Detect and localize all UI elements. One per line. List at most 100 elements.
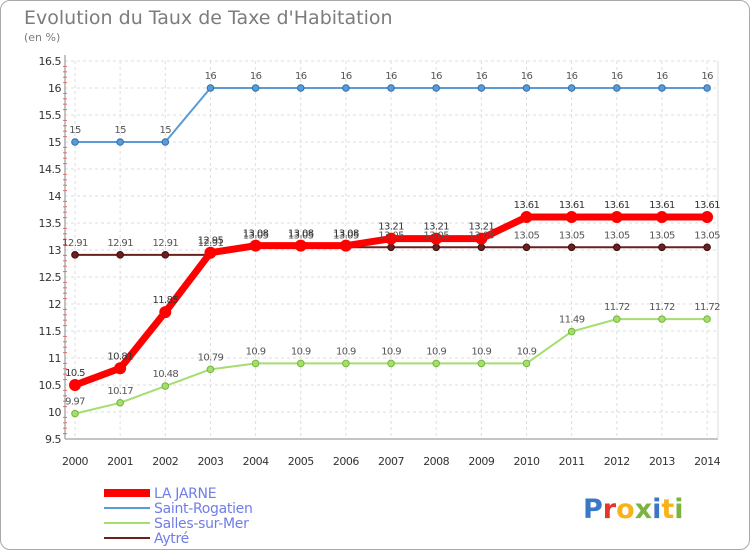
- x-tick-label: 2005: [288, 455, 314, 468]
- point-salles-sur-mer: [342, 359, 350, 368]
- data-label-saint-rogatien: 16: [521, 71, 533, 82]
- data-label-saint-rogatien: 16: [250, 71, 262, 82]
- x-tick-label: 2010: [514, 455, 540, 468]
- data-label-salles-sur-mer: 10.9: [291, 346, 311, 357]
- logo-letter: i: [674, 494, 683, 525]
- point-la-jarne: [610, 211, 623, 224]
- data-label-salles-sur-mer: 11.72: [649, 302, 675, 313]
- point-aytr-: [613, 243, 621, 252]
- data-label-la-jarne: 13.61: [649, 200, 675, 211]
- point-aytr-: [567, 243, 576, 252]
- data-label-la-jarne: 12.95: [198, 236, 224, 247]
- point-la-jarne: [249, 239, 262, 252]
- point-aytr-: [71, 251, 79, 259]
- y-tick-label: 13: [48, 244, 61, 257]
- axes: 9.51010.51111.51212.51313.51414.51515.51…: [39, 55, 721, 468]
- data-label-salles-sur-mer: 10.9: [426, 346, 446, 357]
- data-label-aytr-: 12.91: [107, 238, 133, 249]
- point-salles-sur-mer: [71, 409, 79, 418]
- point-saint-rogatien: [251, 84, 260, 92]
- point-salles-sur-mer: [116, 399, 124, 407]
- x-tick-label: 2000: [62, 455, 88, 468]
- data-label-aytr-: 13.05: [423, 230, 449, 241]
- series-layer: [69, 84, 714, 418]
- data-label-saint-rogatien: 16: [611, 71, 623, 82]
- y-tick-label: 14: [48, 190, 61, 203]
- point-salles-sur-mer: [477, 359, 486, 368]
- y-tick-label: 14.5: [39, 163, 62, 176]
- point-saint-rogatien: [71, 138, 79, 146]
- data-label-salles-sur-mer: 10.9: [517, 346, 537, 357]
- logo-letter: r: [603, 494, 617, 525]
- point-saint-rogatien: [658, 84, 666, 92]
- logo-letter: i: [652, 494, 661, 525]
- point-la-jarne: [565, 211, 578, 224]
- point-la-jarne: [294, 239, 307, 252]
- y-tick-label: 9.5: [45, 433, 61, 446]
- point-saint-rogatien: [703, 84, 711, 92]
- x-tick-label: 2002: [152, 455, 178, 468]
- data-label-saint-rogatien: 16: [656, 71, 668, 82]
- data-labels: 15 15 15 16 16 16 16 16 16 16 16 16 16 16 16 9.97 10.17 1…: [62, 71, 721, 408]
- data-label-saint-rogatien: 16: [295, 71, 307, 82]
- y-tick-label: 10: [48, 406, 61, 419]
- point-la-jarne: [339, 239, 352, 252]
- data-label-saint-rogatien: 16: [385, 71, 397, 82]
- y-tick-label: 13.5: [39, 217, 62, 230]
- point-la-jarne: [475, 232, 488, 245]
- data-label-la-jarne: 13.61: [514, 200, 540, 211]
- x-tick-label: 2001: [107, 455, 133, 468]
- point-aytr-: [703, 243, 711, 252]
- data-label-la-jarne: 13.21: [378, 222, 404, 233]
- point-salles-sur-mer: [387, 359, 395, 368]
- data-label-aytr-: 13.05: [649, 230, 675, 241]
- point-saint-rogatien: [161, 138, 170, 146]
- data-label-la-jarne: 13.08: [333, 229, 359, 240]
- data-label-saint-rogatien: 16: [566, 71, 578, 82]
- point-saint-rogatien: [432, 84, 441, 92]
- data-label-aytr-: 13.05: [469, 230, 495, 241]
- point-salles-sur-mer: [567, 327, 576, 336]
- y-tick-label: 16.5: [39, 55, 62, 68]
- point-saint-rogatien: [342, 84, 350, 92]
- point-aytr-: [477, 243, 486, 252]
- data-label-salles-sur-mer: 11.72: [604, 302, 630, 313]
- logo-letter: P: [583, 494, 603, 525]
- data-label-la-jarne: 10.5: [65, 368, 85, 379]
- point-salles-sur-mer: [522, 359, 531, 368]
- point-salles-sur-mer: [206, 365, 215, 374]
- data-label-la-jarne: 13.21: [469, 222, 495, 233]
- point-aytr-: [387, 243, 395, 252]
- point-la-jarne: [69, 379, 81, 391]
- data-label-aytr-: 13.05: [514, 230, 540, 241]
- data-label-salles-sur-mer: 10.79: [198, 352, 224, 363]
- data-label-aytr-: 12.91: [152, 238, 178, 249]
- y-tick-label: 12: [48, 298, 61, 311]
- data-label-saint-rogatien: 16: [340, 71, 352, 82]
- data-label-la-jarne: 13.08: [288, 229, 314, 240]
- point-la-jarne: [701, 211, 714, 224]
- x-tick-label: 2014: [694, 455, 720, 468]
- point-aytr-: [432, 243, 441, 252]
- point-la-jarne: [655, 211, 668, 224]
- proxiti-logo: Proxiti: [583, 494, 684, 525]
- point-salles-sur-mer: [703, 315, 711, 323]
- logo-letter: t: [661, 494, 674, 525]
- point-salles-sur-mer: [613, 315, 621, 323]
- point-la-jarne: [114, 362, 127, 375]
- x-tick-label: 2009: [468, 455, 494, 468]
- logo-letter: o: [616, 494, 635, 525]
- point-aytr-: [161, 251, 170, 259]
- data-label-salles-sur-mer: 10.9: [246, 346, 266, 357]
- point-saint-rogatien: [387, 84, 395, 92]
- data-label-aytr-: 12.91: [62, 238, 88, 249]
- x-tick-label: 2012: [604, 455, 630, 468]
- point-la-jarne: [159, 306, 172, 319]
- point-salles-sur-mer: [161, 382, 170, 390]
- data-label-salles-sur-mer: 11.49: [559, 315, 585, 326]
- legend-label-aytr-: Aytré: [154, 531, 189, 547]
- x-tick-label: 2003: [197, 455, 223, 468]
- data-label-salles-sur-mer: 10.17: [107, 386, 133, 397]
